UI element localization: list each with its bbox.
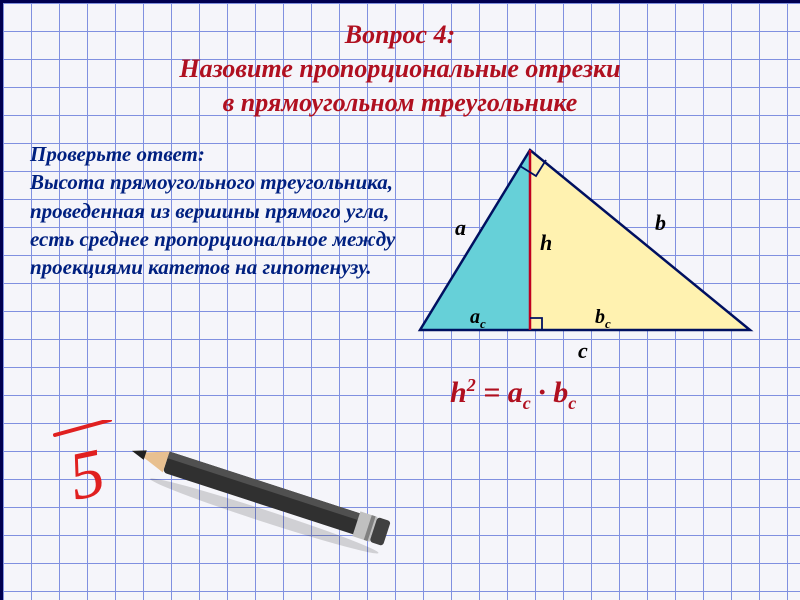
pencil-lead (130, 446, 146, 460)
formula-a: a (508, 376, 523, 409)
formula-dot: · (531, 376, 554, 409)
formula-a-sub: c (523, 393, 531, 413)
formula-b: b (553, 376, 568, 409)
grade-digit: 5 (62, 433, 111, 510)
label-c: c (578, 338, 588, 363)
formula-h: h (450, 376, 467, 409)
formula-b-sub: c (568, 393, 576, 413)
answer-heading: Проверьте ответ: (30, 142, 205, 166)
formula-eq: = (476, 376, 508, 409)
title-line1: Вопрос 4: (345, 20, 456, 49)
title-line3: в прямоугольном треугольнике (223, 88, 578, 117)
answer-block: Проверьте ответ: Высота прямоугольного т… (30, 140, 400, 282)
formula-h-exp: 2 (467, 375, 476, 395)
answer-body: Высота прямоугольного треугольника, пров… (30, 170, 395, 279)
label-b: b (655, 210, 666, 235)
formula: h2 = ac · bc (450, 375, 576, 414)
title-line2: Назовите пропорциональные отрезки (179, 54, 620, 83)
question-title: Вопрос 4: Назовите пропорциональные отре… (0, 18, 800, 119)
label-a: a (455, 215, 466, 240)
right-triangle-diagram: a b h ac bc c (400, 130, 770, 370)
grade-overline (55, 420, 110, 435)
label-h: h (540, 230, 552, 255)
pencil (120, 420, 440, 580)
